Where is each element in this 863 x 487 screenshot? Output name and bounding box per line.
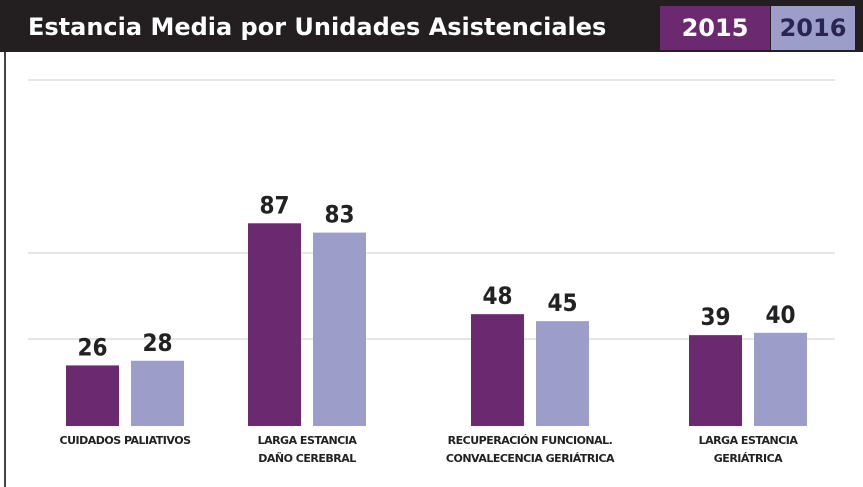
value-label: 28 [142,329,172,357]
legend-swatch [771,6,855,50]
x-tick-label: DAÑO CEREBRAL [258,452,356,465]
legend-label: 2015 [682,14,749,42]
value-label: 45 [547,289,577,317]
chart-title: Estancia Media por Unidades Asistenciale… [28,13,606,41]
bar [66,365,119,426]
bar [313,232,366,426]
bar [131,360,184,426]
value-label: 87 [259,191,289,219]
bar [248,223,301,426]
x-tick-label: CUIDADOS PALIATIVOS [60,434,192,447]
x-tick-label: LARGA ESTANCIA [258,434,358,447]
bar [689,335,742,426]
bar [471,314,524,426]
x-tick-label: CONVALECENCIA GERIÁTRICA [446,452,615,465]
value-label: 39 [700,303,730,331]
value-label: 48 [482,282,512,310]
value-label: 83 [324,201,354,229]
value-label: 26 [77,333,107,361]
value-label: 40 [765,301,795,329]
bar [536,321,589,426]
bar [754,332,807,426]
legend-swatch [660,6,770,50]
legend-label: 2016 [780,14,847,42]
x-tick-label: RECUPERACIÓN FUNCIONAL. [448,434,613,447]
x-tick-label: LARGA ESTANCIA [699,434,799,447]
x-tick-label: GERIÁTRICA [714,452,783,465]
